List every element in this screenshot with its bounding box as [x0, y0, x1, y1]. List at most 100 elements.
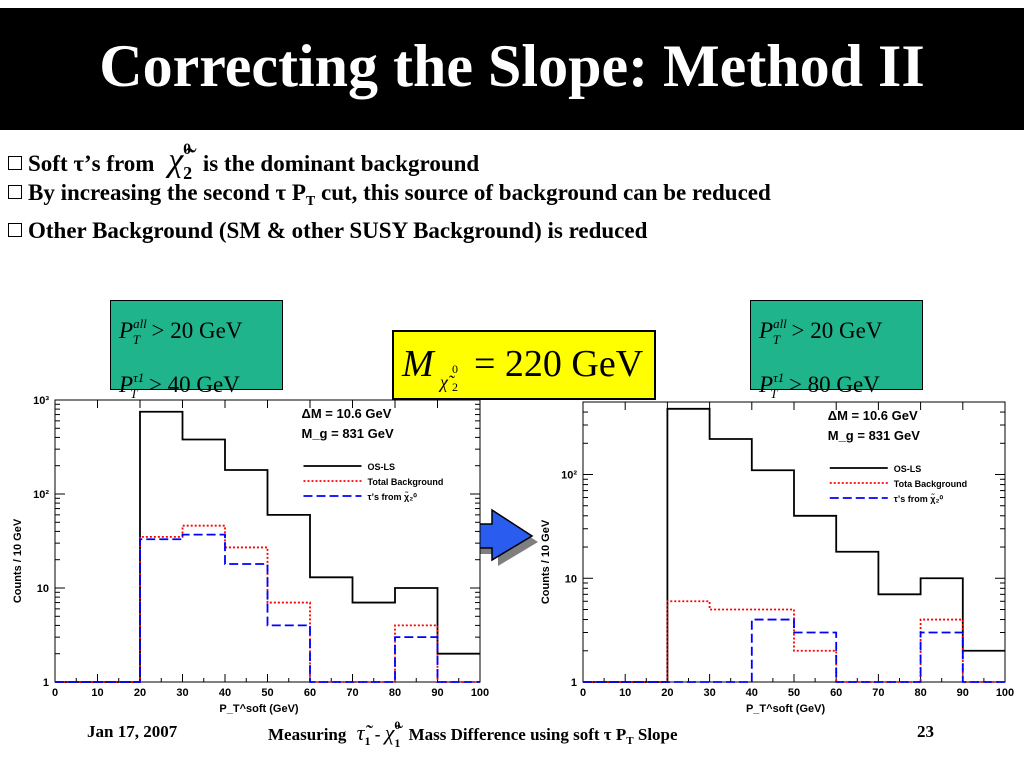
bullet-1-pre: Soft τ’s from	[28, 151, 155, 176]
histogram-series-3	[55, 533, 480, 683]
legend-label: OS-LS	[368, 462, 396, 472]
mass-sub-sub: 2	[452, 380, 458, 394]
x-tick-label: 20	[134, 687, 146, 699]
x-axis-label: P_T^soft (GeV)	[219, 703, 298, 715]
annotation-mg: M_g = 831 GeV	[302, 426, 394, 441]
footer-post: Mass Difference using soft τ P	[408, 725, 627, 744]
checkbox-bullet-icon	[8, 156, 22, 170]
x-tick-label: 70	[872, 687, 884, 699]
y-tick-label: 10²	[561, 470, 577, 482]
legend-label: τ’s from χ̃₂⁰	[894, 493, 944, 504]
x-tick-label: 100	[996, 687, 1014, 699]
plot-frame	[582, 401, 1006, 683]
x-tick-label: 30	[176, 687, 188, 699]
bullet-2-sub: T	[305, 194, 316, 209]
x-tick-label: 60	[830, 687, 842, 699]
mass-value: = 220 GeV	[474, 343, 644, 385]
histogram-left: 0 10 20 30 40 50 60 70 80 90 10011010²10³P_T^soft …	[12, 395, 489, 715]
annotation-delta-m: ΔM = 10.6 GeV	[302, 406, 392, 421]
x-tick-label: 0	[52, 687, 58, 699]
x-tick-label: 100	[471, 687, 489, 699]
footer-date: Jan 17, 2007	[87, 722, 178, 741]
footer-title: Measuring τ̃1 - χ̃ 0 1 Mass Difference u…	[268, 718, 678, 750]
y-tick-label: 10	[37, 583, 49, 595]
legend-label: Total Background	[368, 477, 444, 487]
bullet-2-pre: By increasing the second τ P	[28, 180, 306, 205]
x-tick-label: 50	[788, 687, 800, 699]
chi-sub: 2	[183, 163, 193, 183]
cut-right-2-sup: τ1	[773, 370, 785, 385]
cut-box-right: PallT > 20 GeV Pτ1T > 80 GeV	[750, 300, 923, 401]
slide-title: Correcting the Slope: Method II	[99, 33, 925, 99]
footer-stau-sub: 1	[364, 734, 371, 748]
histogram-series-3	[583, 618, 1005, 683]
x-tick-label: 80	[914, 687, 926, 699]
histogram-series-2	[583, 600, 1005, 683]
footer-chi-sup: 0	[394, 718, 401, 732]
cut-left-2-value: > 40 GeV	[148, 372, 240, 397]
x-tick-label: 40	[746, 687, 758, 699]
y-tick-label: 1	[43, 677, 49, 689]
footer-chi-sub: 1	[394, 736, 401, 750]
cut-right-2-value: > 80 GeV	[788, 372, 880, 397]
cut-box-left: PallT > 20 GeV Pτ1T > 40 GeV	[110, 300, 283, 401]
cut-right-2-sub: T	[770, 386, 778, 401]
bullet-1: Soft τ’s from χ̃ 0 2 is the dominant bac…	[8, 141, 480, 183]
histogram-series-1	[55, 410, 480, 683]
x-tick-label: 80	[389, 687, 401, 699]
bullet-2-post: cut, this source of background can be re…	[320, 180, 771, 205]
y-tick-label: 1	[571, 677, 577, 689]
footer-stau: τ̃	[356, 720, 365, 745]
checkbox-bullet-icon	[8, 185, 22, 199]
cut-right-1-sup: all	[773, 316, 787, 331]
title-bar	[0, 8, 1024, 130]
legend-label: τ’s from χ̃₂⁰	[368, 491, 418, 502]
footer-end: Slope	[637, 725, 678, 744]
y-tick-label: 10	[565, 573, 577, 585]
x-tick-label: 10	[619, 687, 631, 699]
x-axis-label: P_T^soft (GeV)	[746, 703, 825, 715]
bullet-3-text: Other Background (SM & other SUSY Backgr…	[28, 218, 648, 243]
mass-box: M χ̃ 0 2 = 220 GeV	[392, 330, 656, 400]
cut-right-1-sub: T	[772, 332, 781, 347]
x-tick-label: 40	[219, 687, 231, 699]
plot-frame	[54, 399, 481, 683]
checkbox-bullet-icon	[8, 223, 22, 237]
cut-left-2-sup: τ1	[133, 370, 145, 385]
legend-label: Tota Background	[894, 479, 967, 489]
cut-left-1-sub: T	[132, 332, 141, 347]
bullet-1-post: is the dominant background	[202, 151, 480, 176]
histogram-series-2	[55, 524, 480, 683]
x-tick-label: 90	[957, 687, 969, 699]
mass-symbol: M	[402, 343, 434, 385]
bullet-3: Other Background (SM & other SUSY Backgr…	[8, 218, 647, 244]
cut-left-1-value: > 20 GeV	[151, 318, 243, 343]
x-tick-label: 0	[580, 687, 586, 699]
legend-label: OS-LS	[894, 464, 922, 474]
x-tick-label: 30	[703, 687, 715, 699]
footer-post-sub: T	[626, 735, 634, 747]
annotation-mg: M_g = 831 GeV	[828, 428, 920, 443]
x-tick-label: 10	[91, 687, 103, 699]
page-number: 23	[917, 722, 934, 741]
y-axis-label: Counts / 10 GeV	[12, 518, 24, 603]
cut-left-1-sup: all	[133, 316, 147, 331]
mass-sub-sup: 0	[452, 362, 458, 376]
y-tick-label: 10³	[33, 395, 49, 407]
footer-pre: Measuring	[268, 725, 347, 744]
cut-left-2-sub: T	[130, 386, 138, 401]
x-tick-label: 60	[304, 687, 316, 699]
bullet-2: By increasing the second τ PT cut, this …	[8, 180, 771, 210]
x-tick-label: 20	[661, 687, 673, 699]
cut-right-1-value: > 20 GeV	[791, 318, 883, 343]
annotation-delta-m: ΔM = 10.6 GeV	[828, 408, 918, 423]
x-tick-label: 70	[346, 687, 358, 699]
chi-symbol: χ̃	[168, 142, 184, 179]
histogram-series-1	[583, 407, 1005, 683]
x-tick-label: 50	[261, 687, 273, 699]
footer-chi: χ̃	[384, 720, 395, 745]
y-tick-label: 10²	[33, 489, 49, 501]
chi-sup: 0	[183, 141, 192, 158]
x-tick-label: 90	[431, 687, 443, 699]
